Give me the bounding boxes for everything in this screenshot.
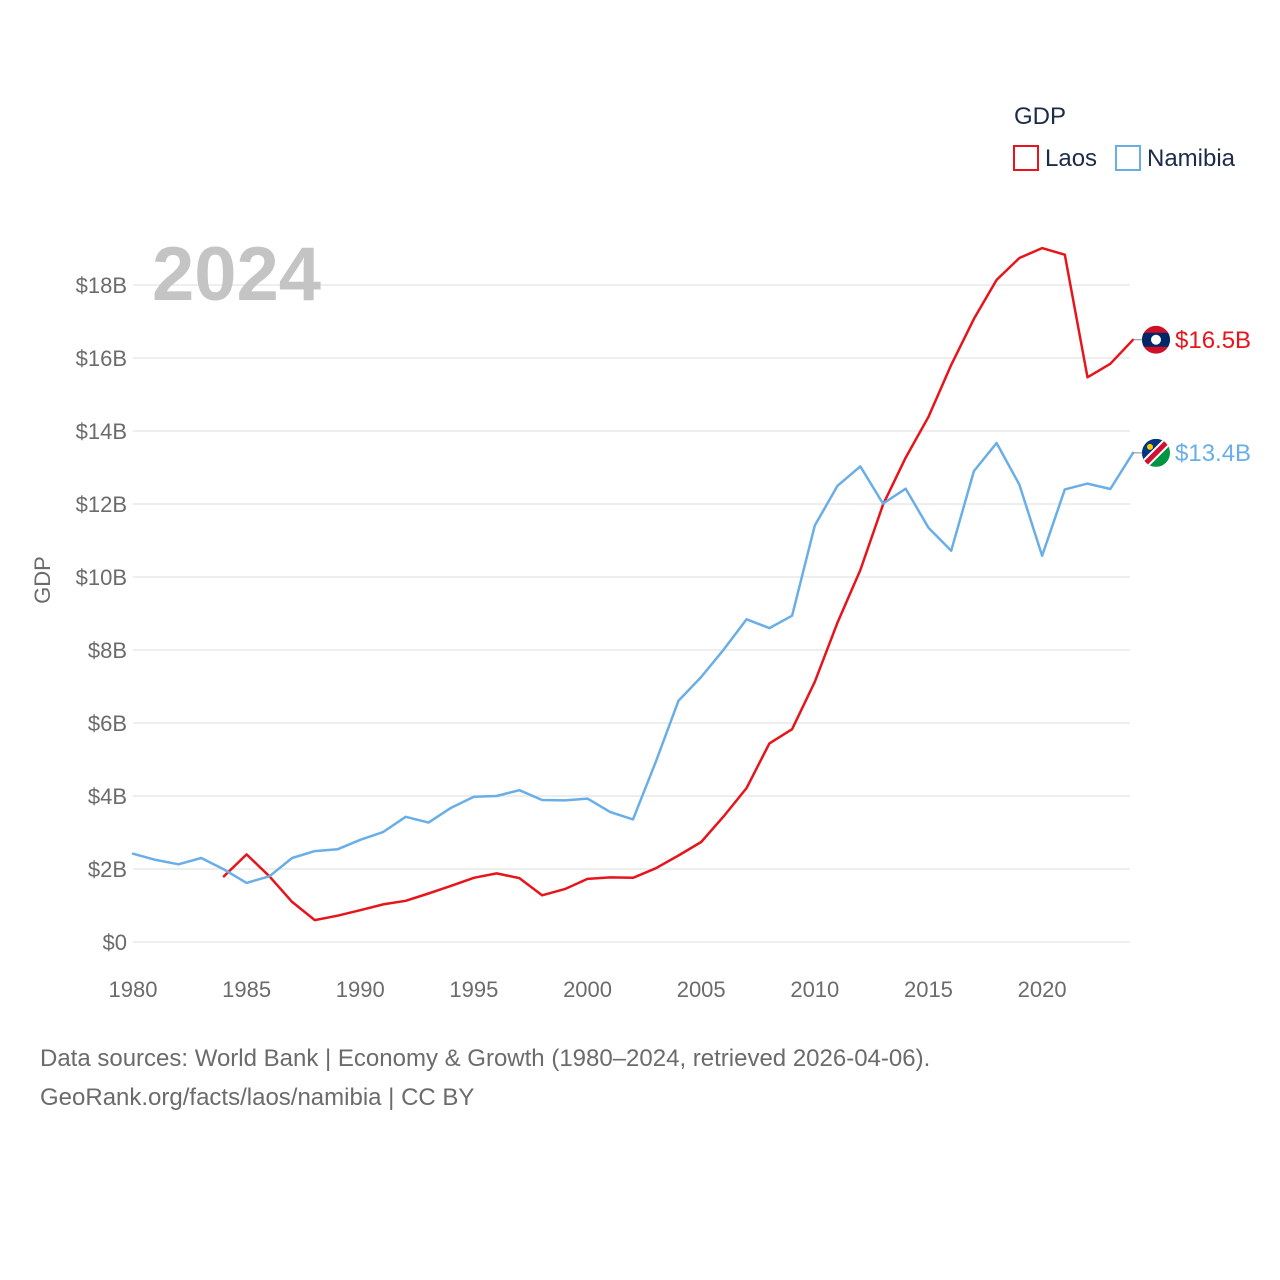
end-value-label-laos: $16.5B: [1175, 327, 1251, 354]
x-tick-label: 2010: [790, 977, 839, 1002]
y-tick-label: $8B: [88, 638, 127, 663]
legend: GDP Laos Namibia: [1013, 103, 1236, 172]
y-tick-label: $6B: [88, 711, 127, 736]
end-value-label-namibia: $13.4B: [1175, 440, 1251, 467]
series-line-laos: [222, 246, 1135, 922]
y-tick-label: $2B: [88, 857, 127, 882]
legend-swatch-namibia: [1115, 145, 1141, 171]
x-axis-ticks: 1980 1985 1990 1995 2000 2005 2010 2015 2020: [109, 977, 1067, 1002]
source-link[interactable]: GeoRank.org/facts/laos/namibia | CC BY: [40, 1084, 475, 1111]
y-tick-label: $4B: [88, 784, 127, 809]
y-tick-label: $14B: [76, 419, 127, 444]
series-lines: [131, 246, 1135, 922]
end-markers: $16.5B $13.4B: [1133, 325, 1251, 467]
y-axis-ticks: $0 $2B $4B $6B $8B $10B $12B $14B $16B $18B: [76, 273, 127, 955]
x-tick-label: 1990: [336, 977, 385, 1002]
legend-swatch-laos: [1013, 145, 1039, 171]
x-tick-label: 2015: [904, 977, 953, 1002]
y-tick-label: $16B: [76, 346, 127, 371]
source-note: Data sources: World Bank | Economy & Gro…: [40, 1045, 931, 1072]
year-watermark: 2024: [152, 232, 321, 317]
series-line-namibia: [131, 441, 1135, 885]
x-tick-label: 2005: [677, 977, 726, 1002]
x-tick-label: 1985: [222, 977, 271, 1002]
namibia-flag-icon: [1142, 438, 1170, 467]
y-tick-label: $12B: [76, 492, 127, 517]
x-tick-label: 2000: [563, 977, 612, 1002]
x-tick-label: 2020: [1018, 977, 1067, 1002]
x-tick-label: 1980: [109, 977, 158, 1002]
laos-flag-icon: [1142, 325, 1170, 354]
y-tick-label: $18B: [76, 273, 127, 298]
gridlines: [133, 284, 1130, 943]
y-tick-label: $10B: [76, 565, 127, 590]
x-tick-label: 1995: [449, 977, 498, 1002]
y-axis-label: GDP: [30, 556, 55, 604]
y-tick-label: $0: [103, 930, 127, 955]
legend-title: GDP: [1014, 103, 1066, 130]
legend-label-namibia: Namibia: [1147, 145, 1236, 172]
legend-label-laos: Laos: [1045, 145, 1097, 172]
